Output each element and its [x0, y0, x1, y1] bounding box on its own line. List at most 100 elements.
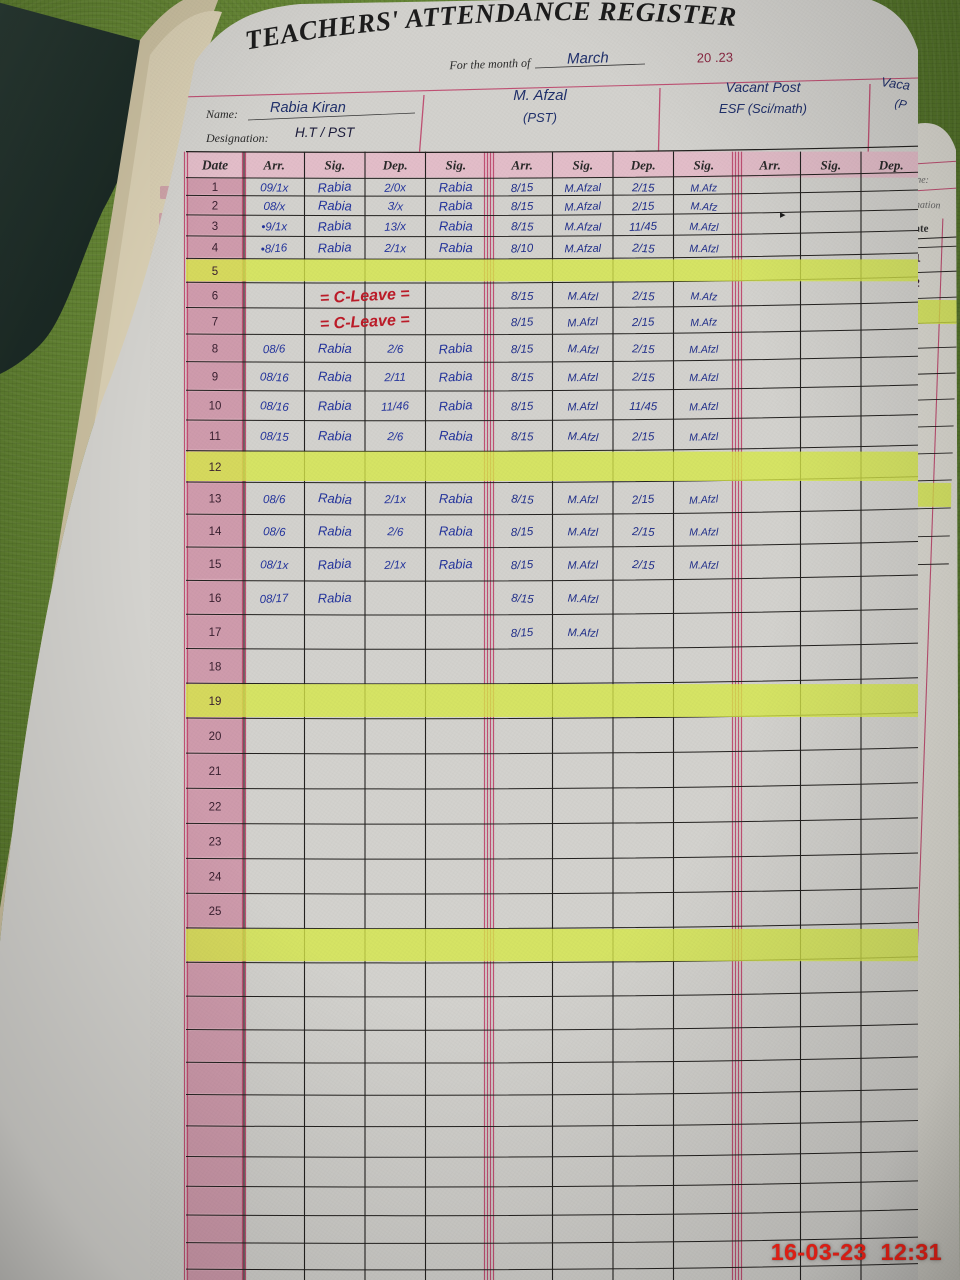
svg-text:H.T / PST: H.T / PST	[295, 125, 356, 140]
svg-text:Date: Date	[201, 158, 228, 173]
svg-text:M. Afzal: M. Afzal	[513, 87, 567, 104]
svg-text:2/15: 2/15	[631, 242, 656, 256]
svg-text:Rabia: Rabia	[439, 218, 473, 233]
svg-text:M.Afzl: M.Afzl	[567, 526, 598, 539]
svg-text:Rabia: Rabia	[439, 428, 473, 444]
svg-text:Rabia: Rabia	[439, 240, 473, 255]
svg-text:08/1x: 08/1x	[260, 559, 290, 572]
svg-text:M.Afzal: M.Afzal	[564, 243, 601, 256]
svg-text:22: 22	[209, 801, 222, 813]
svg-text:8/15: 8/15	[511, 316, 534, 329]
svg-text:14: 14	[209, 526, 222, 538]
svg-text:Vacant Post: Vacant Post	[726, 79, 802, 95]
svg-text:16: 16	[209, 593, 222, 605]
svg-text:M.Afz: M.Afz	[690, 200, 718, 214]
svg-text:Sig.: Sig.	[325, 158, 346, 173]
svg-text:08/6: 08/6	[263, 494, 286, 506]
svg-text:M.Afzl: M.Afzl	[689, 526, 719, 538]
svg-text:M.Afz: M.Afz	[690, 182, 718, 195]
svg-text:1: 1	[212, 182, 218, 194]
svg-text:Rabia: Rabia	[318, 428, 352, 443]
svg-text:11/46: 11/46	[381, 400, 410, 414]
svg-text:4: 4	[212, 243, 219, 255]
svg-text:8/15: 8/15	[511, 343, 534, 356]
svg-text:Rabia: Rabia	[317, 590, 351, 606]
svg-text:9: 9	[212, 372, 218, 384]
svg-text:Name:: Name:	[205, 107, 238, 121]
svg-text:Rabia: Rabia	[318, 341, 352, 356]
svg-text:Rabia: Rabia	[438, 368, 473, 385]
svg-text:Rabia: Rabia	[317, 556, 352, 573]
svg-text:11/45: 11/45	[629, 401, 658, 413]
svg-text:M.Afzl: M.Afzl	[689, 493, 720, 507]
svg-text:For the month of: For the month of	[448, 56, 532, 73]
svg-text:2/15: 2/15	[631, 431, 655, 443]
svg-text:8/15: 8/15	[511, 526, 535, 539]
svg-text:M.Afzl: M.Afzl	[689, 243, 719, 256]
svg-text:5: 5	[212, 266, 218, 278]
svg-text:M.Afzl: M.Afzl	[689, 401, 719, 414]
svg-text:M.Afz: M.Afz	[690, 316, 718, 329]
svg-text:08/16: 08/16	[260, 400, 290, 414]
svg-text:March: March	[567, 49, 609, 67]
svg-text:18: 18	[209, 661, 222, 673]
svg-text:17: 17	[209, 627, 222, 639]
svg-text:08/6: 08/6	[263, 526, 287, 539]
svg-text:2/15: 2/15	[631, 526, 655, 539]
svg-text:13: 13	[209, 494, 222, 506]
svg-text:2/15: 2/15	[631, 182, 655, 194]
svg-text:Rabia: Rabia	[438, 179, 473, 195]
svg-text:M.Afzl: M.Afzl	[567, 343, 599, 357]
svg-text:24: 24	[209, 871, 222, 883]
svg-text:8/10: 8/10	[511, 243, 535, 256]
svg-text:Sig.: Sig.	[694, 158, 715, 173]
svg-text:M.Afzl: M.Afzl	[567, 291, 598, 304]
svg-text:Arr.: Arr.	[759, 158, 781, 173]
svg-text:M.Afzl: M.Afzl	[567, 559, 598, 571]
svg-text:M.Afzl: M.Afzl	[567, 593, 599, 607]
svg-text:Rabia: Rabia	[439, 523, 473, 538]
svg-text:2/0x: 2/0x	[383, 182, 407, 195]
svg-text:Rabia: Rabia	[318, 398, 352, 414]
svg-text:Rabia: Rabia	[438, 397, 473, 414]
svg-text:21: 21	[209, 766, 222, 778]
svg-text:25: 25	[209, 906, 222, 918]
svg-text:Rabia: Rabia	[438, 197, 473, 214]
svg-text:M.Afzl: M.Afzl	[689, 372, 719, 384]
svg-text:8/15: 8/15	[511, 291, 534, 303]
svg-text:8/15: 8/15	[511, 221, 534, 233]
svg-text:13/x: 13/x	[384, 221, 407, 234]
svg-text:Rabia: Rabia	[318, 490, 353, 507]
svg-text:8: 8	[212, 343, 218, 355]
svg-text:2: 2	[212, 201, 218, 213]
svg-text:11/45: 11/45	[629, 221, 658, 234]
svg-text:Arr.: Arr.	[263, 158, 285, 173]
svg-text:8/15: 8/15	[510, 559, 534, 572]
svg-text:Rabia: Rabia	[317, 178, 352, 195]
svg-text:7: 7	[212, 316, 218, 328]
svg-text:2/6: 2/6	[386, 431, 404, 444]
svg-text:8/15: 8/15	[511, 372, 534, 384]
svg-text:2/1x: 2/1x	[383, 243, 407, 255]
svg-text:3/x: 3/x	[387, 201, 404, 214]
svg-text:8/15: 8/15	[511, 431, 534, 443]
svg-text:M.Afzal: M.Afzal	[564, 200, 602, 213]
svg-text:Rabia: Rabia	[317, 239, 352, 255]
svg-text:2/15: 2/15	[631, 559, 656, 573]
svg-text:6: 6	[212, 290, 218, 302]
svg-text:M.Afzl: M.Afzl	[567, 430, 599, 444]
svg-text:Dep.: Dep.	[878, 158, 904, 173]
svg-text:2/6: 2/6	[386, 343, 404, 356]
svg-text:Rabia: Rabia	[317, 217, 352, 234]
svg-text:2/15: 2/15	[631, 371, 656, 384]
svg-text:2/15: 2/15	[631, 493, 656, 506]
svg-text:Dep.: Dep.	[382, 158, 408, 173]
svg-text:Rabia Kiran: Rabia Kiran	[270, 100, 346, 116]
svg-text:20 .23: 20 .23	[697, 50, 734, 66]
svg-text:M.Afzl: M.Afzl	[689, 560, 719, 572]
svg-text:M.Afzl: M.Afzl	[689, 343, 719, 356]
svg-text:M.Afzl: M.Afzl	[568, 494, 599, 506]
svg-text:Sig.: Sig.	[573, 158, 594, 173]
svg-text:▸: ▸	[780, 209, 786, 221]
svg-text:2/15: 2/15	[631, 343, 656, 356]
